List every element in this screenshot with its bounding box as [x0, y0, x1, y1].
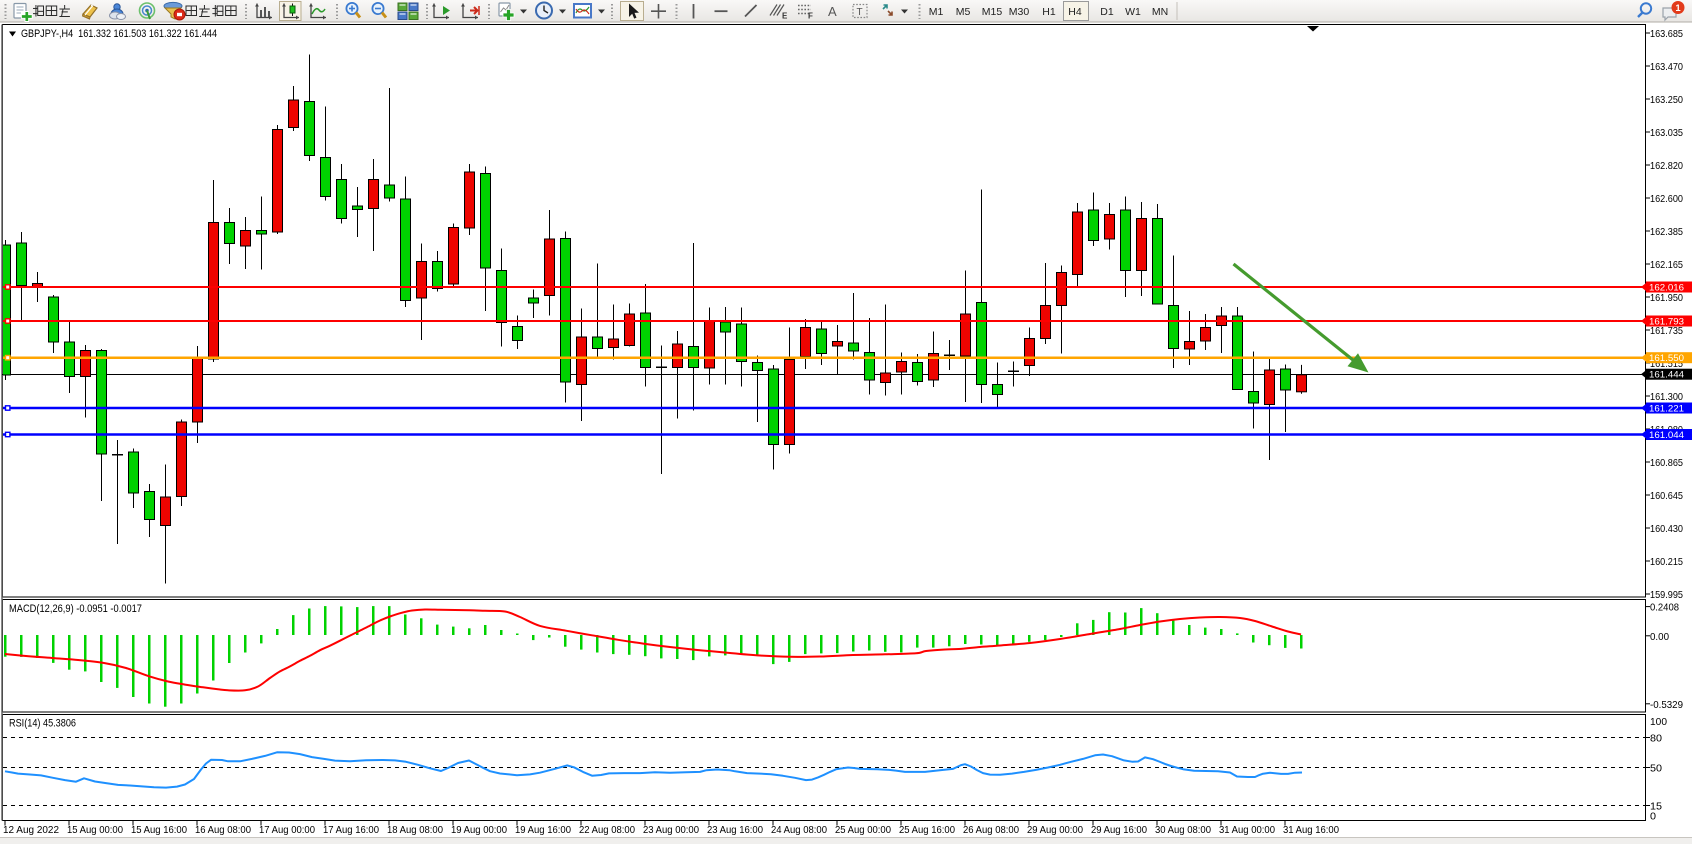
svg-text:E: E: [782, 12, 788, 21]
svg-text:162.165: 162.165: [1650, 259, 1683, 271]
svg-text:15 Aug 00:00: 15 Aug 00:00: [67, 824, 123, 836]
svg-text:F: F: [808, 12, 813, 21]
svg-text:15 Aug 16:00: 15 Aug 16:00: [131, 824, 187, 836]
svg-text:0.2408: 0.2408: [1650, 602, 1679, 614]
svg-text:160.645: 160.645: [1650, 490, 1683, 502]
svg-text:163.035: 163.035: [1650, 127, 1683, 139]
svg-text:161.793: 161.793: [1649, 317, 1684, 328]
svg-text:23 Aug 16:00: 23 Aug 16:00: [707, 824, 763, 836]
svg-text:25 Aug 00:00: 25 Aug 00:00: [835, 824, 891, 836]
svg-text:160.430: 160.430: [1650, 523, 1683, 535]
svg-text:GBPJPY-,H4 161.332 161.503 16: GBPJPY-,H4 161.332 161.503 161.322 161.4…: [21, 28, 217, 40]
svg-text:H4: H4: [1068, 6, 1082, 18]
svg-text:24 Aug 08:00: 24 Aug 08:00: [771, 824, 827, 836]
svg-text:161.950: 161.950: [1650, 292, 1683, 304]
svg-text:163.685: 163.685: [1650, 28, 1683, 40]
svg-text:17 Aug 16:00: 17 Aug 16:00: [323, 824, 379, 836]
svg-text:162.600: 162.600: [1650, 193, 1683, 205]
svg-text:100: 100: [1650, 716, 1667, 728]
svg-text:161.221: 161.221: [1649, 404, 1684, 415]
svg-text:RSI(14) 45.3806: RSI(14) 45.3806: [9, 718, 76, 730]
svg-text:H1: H1: [1042, 6, 1056, 18]
svg-text:A: A: [828, 4, 837, 19]
svg-text:25 Aug 16:00: 25 Aug 16:00: [899, 824, 955, 836]
svg-text:0: 0: [1650, 811, 1656, 823]
svg-text:M1: M1: [929, 6, 944, 18]
svg-text:31 Aug 16:00: 31 Aug 16:00: [1283, 824, 1339, 836]
svg-text:-0.5329: -0.5329: [1650, 699, 1683, 711]
svg-text:16 Aug 08:00: 16 Aug 08:00: [195, 824, 251, 836]
svg-text:162.016: 162.016: [1649, 283, 1684, 294]
svg-text:163.470: 163.470: [1650, 61, 1683, 73]
svg-text:22 Aug 08:00: 22 Aug 08:00: [579, 824, 635, 836]
svg-text:159.995: 159.995: [1650, 589, 1683, 601]
svg-text:M15: M15: [982, 6, 1003, 18]
svg-text:15: 15: [1650, 801, 1662, 813]
svg-text:23 Aug 00:00: 23 Aug 00:00: [643, 824, 699, 836]
svg-text:12 Aug 2022: 12 Aug 2022: [3, 824, 59, 836]
svg-text:162.385: 162.385: [1650, 226, 1683, 238]
svg-text:T: T: [857, 7, 863, 18]
svg-text:M30: M30: [1009, 6, 1030, 18]
svg-text:161.550: 161.550: [1649, 353, 1684, 364]
svg-text:1: 1: [1675, 3, 1681, 14]
svg-text:163.250: 163.250: [1650, 94, 1683, 106]
svg-text:162.820: 162.820: [1650, 160, 1683, 172]
svg-text:29 Aug 00:00: 29 Aug 00:00: [1027, 824, 1083, 836]
svg-text:161.735: 161.735: [1650, 325, 1683, 337]
svg-text:MN: MN: [1152, 6, 1168, 18]
svg-text:18 Aug 08:00: 18 Aug 08:00: [387, 824, 443, 836]
svg-text:W1: W1: [1125, 6, 1141, 18]
svg-text:D1: D1: [1100, 6, 1114, 18]
svg-text:26 Aug 08:00: 26 Aug 08:00: [963, 824, 1019, 836]
svg-text:160.215: 160.215: [1650, 556, 1683, 568]
svg-text:30 Aug 08:00: 30 Aug 08:00: [1155, 824, 1211, 836]
svg-text:161.444: 161.444: [1649, 370, 1684, 381]
svg-text:19 Aug 16:00: 19 Aug 16:00: [515, 824, 571, 836]
svg-text:MACD(12,26,9) -0.0951 -0.0017: MACD(12,26,9) -0.0951 -0.0017: [9, 603, 142, 615]
svg-text:M5: M5: [956, 6, 971, 18]
svg-text:17 Aug 00:00: 17 Aug 00:00: [259, 824, 315, 836]
svg-text:161.044: 161.044: [1649, 430, 1684, 441]
svg-text:0.00: 0.00: [1650, 631, 1669, 643]
svg-text:80: 80: [1650, 733, 1662, 745]
svg-text:50: 50: [1650, 763, 1662, 775]
svg-text:161.300: 161.300: [1650, 391, 1683, 403]
svg-text:19 Aug 00:00: 19 Aug 00:00: [451, 824, 507, 836]
svg-text:160.865: 160.865: [1650, 457, 1683, 469]
svg-text:31 Aug 00:00: 31 Aug 00:00: [1219, 824, 1275, 836]
svg-text:29 Aug 16:00: 29 Aug 16:00: [1091, 824, 1147, 836]
